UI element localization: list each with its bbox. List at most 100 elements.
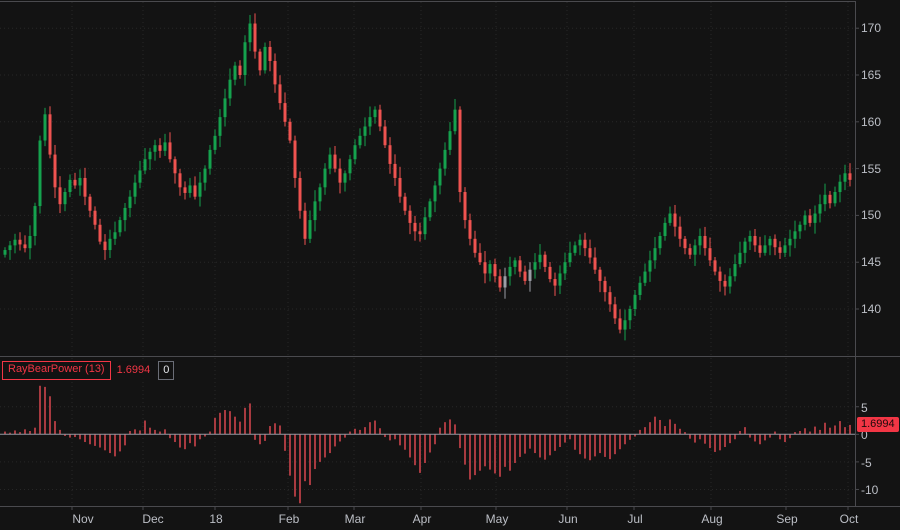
candle-body (588, 248, 592, 258)
candle-body (603, 280, 607, 293)
candle-body (128, 196, 132, 208)
histogram-bar (684, 432, 686, 435)
time-axis-label: Jun (558, 512, 578, 526)
candle-body (728, 276, 732, 287)
histogram-bar (514, 434, 516, 463)
candle-body (278, 84, 282, 104)
histogram-bar (679, 428, 681, 435)
candle-body (108, 238, 112, 251)
histogram-bar (364, 427, 366, 435)
candle-body (288, 121, 292, 141)
histogram-bar (409, 434, 411, 458)
candle-body (113, 232, 117, 239)
histogram-bar (639, 429, 641, 435)
histogram-bar (569, 434, 571, 440)
histogram-bar (159, 431, 161, 435)
indicator-pane[interactable] (0, 358, 855, 506)
candle-body (393, 163, 397, 178)
candle-body (598, 269, 602, 281)
candle-body (158, 145, 162, 151)
histogram-bar (434, 434, 436, 445)
candle-body (443, 149, 447, 169)
candle-body (563, 262, 567, 274)
candle-body (758, 245, 762, 253)
histogram-bar (354, 428, 356, 435)
candle-body (208, 149, 212, 169)
candle-body (238, 65, 242, 76)
candle-body (358, 135, 362, 146)
candle-body (363, 126, 367, 136)
histogram-bar (304, 434, 306, 482)
histogram-bar (174, 434, 176, 443)
time-axis-label: Feb (278, 512, 300, 526)
main-chart-pane[interactable] (0, 2, 855, 356)
candle-body (143, 159, 147, 171)
histogram-bar (704, 434, 706, 444)
candle-body (378, 109, 382, 127)
candle-body (453, 109, 457, 132)
candle-body (153, 145, 157, 152)
candle-body (233, 65, 237, 80)
histogram-bar (29, 431, 31, 435)
candle-body (98, 224, 102, 242)
histogram-bar (739, 431, 741, 435)
candle-wick (9, 240, 11, 260)
candle-body (543, 254, 547, 267)
candle-body (733, 264, 737, 277)
candle-body (788, 238, 792, 246)
candle-body (123, 207, 127, 221)
histogram-bar (839, 421, 841, 435)
histogram-bar (9, 432, 11, 435)
candle-body (633, 294, 637, 310)
histogram-bar (489, 434, 491, 470)
time-axis-label: Oct (839, 512, 859, 526)
histogram-bar (14, 430, 16, 435)
histogram-bar (419, 434, 421, 473)
histogram-bar (89, 434, 91, 445)
candle-body (548, 266, 552, 280)
candle-body (593, 257, 597, 270)
candle-body (148, 151, 152, 160)
candle-body (8, 245, 12, 251)
time-axis[interactable]: Nov Dec 18 Feb Mar Apr May Jun Jul Aug Sep Oct (0, 507, 900, 530)
candle-body (803, 215, 807, 225)
candle-body (813, 213, 817, 223)
histogram-bar (229, 411, 231, 435)
histogram-bar (124, 434, 126, 446)
candle-body (423, 217, 427, 235)
candle-body (308, 220, 312, 239)
candle-body (513, 260, 517, 267)
histogram-bar (134, 429, 136, 435)
candle-body (518, 260, 522, 272)
candle-body (523, 271, 527, 281)
histogram-bar (674, 423, 676, 435)
candle-body (53, 154, 57, 188)
candle-body (228, 79, 232, 99)
histogram-bar (819, 429, 821, 435)
candle-body (823, 194, 827, 205)
histogram-bar (214, 417, 216, 435)
time-axis-label: Sep (776, 512, 798, 526)
indicator-title[interactable]: RayBearPower (13) (2, 361, 111, 380)
candle-body (348, 159, 352, 174)
histogram-bar (794, 432, 796, 435)
candle-body (568, 252, 572, 263)
histogram-bar (339, 434, 341, 442)
indicator-axis-label: 5 (861, 400, 868, 415)
price-axis[interactable]: 170 165 160 155 150 145 140 5 0 -5 -10 (855, 2, 900, 506)
candle-body (163, 142, 167, 151)
time-axis-label: Nov (72, 512, 94, 526)
candle-body (808, 215, 812, 223)
candle-body (848, 173, 852, 180)
candle-body (843, 173, 847, 182)
candle-body (313, 201, 317, 221)
candle-body (703, 236, 707, 249)
histogram-bar (454, 424, 456, 435)
candle-body (818, 204, 822, 214)
histogram-bar (539, 434, 541, 458)
candle-body (618, 318, 622, 330)
candle-body (268, 46, 272, 61)
candle-body (558, 273, 562, 286)
candle-body (428, 201, 432, 218)
